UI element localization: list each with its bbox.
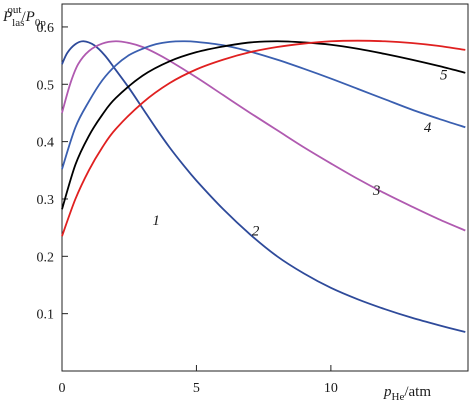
plot-border	[61, 3, 469, 372]
x-tick-label: 10	[324, 381, 338, 396]
y-axis-label: Plasout/P0p	[2, 4, 46, 29]
series-line-1	[61, 40, 466, 333]
series-line-3	[61, 40, 466, 170]
axis-ticks: 0 5 10 0.1 0.2 0.3 0.4 0.5 0.6	[37, 21, 338, 396]
curve-label-1: 1	[152, 213, 160, 229]
curve-labels: 1 2 3 4 5	[152, 68, 448, 240]
y-tick-label: 0.1	[37, 308, 55, 323]
curve-label-5: 5	[440, 68, 448, 84]
y-tick-label: 0.4	[37, 136, 55, 151]
y-tick-label: 0.3	[37, 193, 55, 208]
y-tick-label: 0.6	[37, 21, 55, 36]
curve-label-3: 3	[372, 183, 381, 199]
y-tick-label: 0.5	[37, 78, 55, 93]
series-line-5	[61, 39, 466, 237]
series-lines	[61, 39, 466, 333]
curve-label-2: 2	[252, 224, 260, 240]
x-axis-label: pHe/atm	[383, 384, 431, 401]
x-tick-label: 5	[193, 381, 200, 396]
series-line-2	[61, 40, 466, 232]
series-line-4	[61, 40, 466, 210]
curve-label-4: 4	[424, 120, 432, 136]
plot-frame	[61, 3, 469, 372]
y-tick-label: 0.2	[37, 250, 55, 265]
x-tick-label: 0	[59, 381, 66, 396]
